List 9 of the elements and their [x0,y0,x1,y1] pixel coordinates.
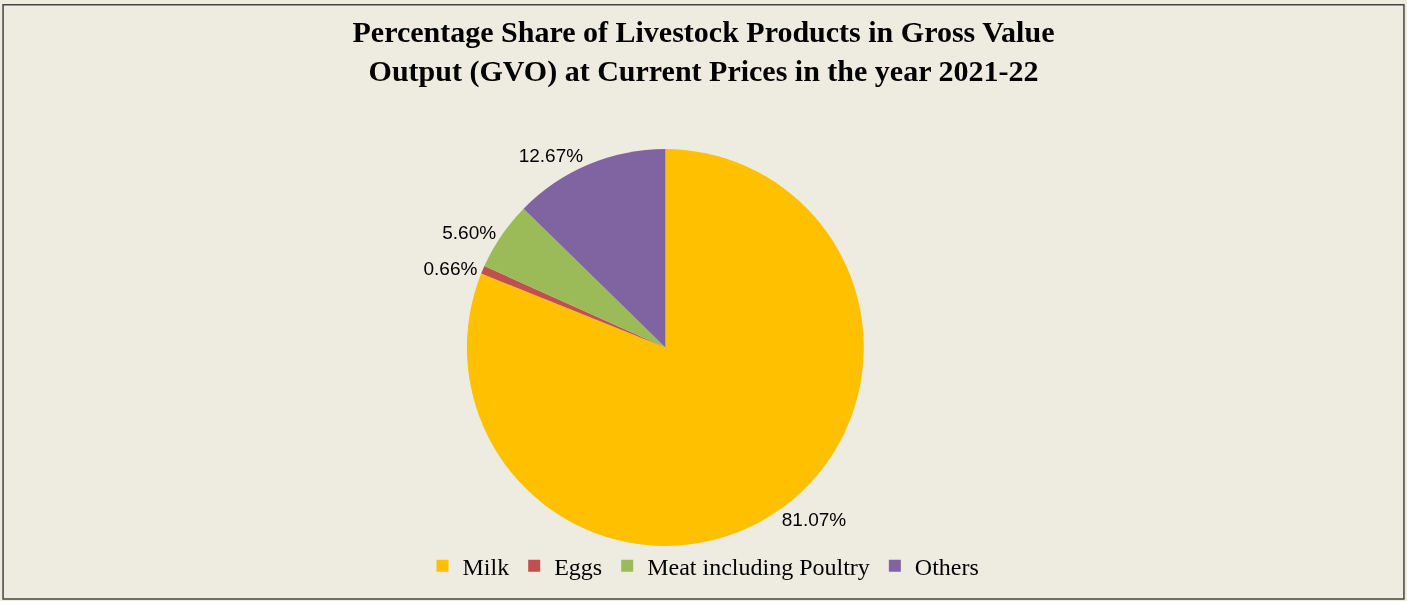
legend-label: Eggs [554,554,603,581]
data-label: 0.66% [423,257,478,279]
data-label: 12.67% [518,145,584,167]
legend-label: Meat including Poultry [647,554,870,581]
data-label: 5.60% [442,221,497,243]
data-label: 81.07% [781,508,847,530]
chart-title: Percentage Share of Livestock Products in Gross Value Output (GVO) at Current Prices in the year 2021-22 [352,15,1055,89]
legend-label: Milk [462,554,510,581]
legend-label: Others [914,554,979,581]
